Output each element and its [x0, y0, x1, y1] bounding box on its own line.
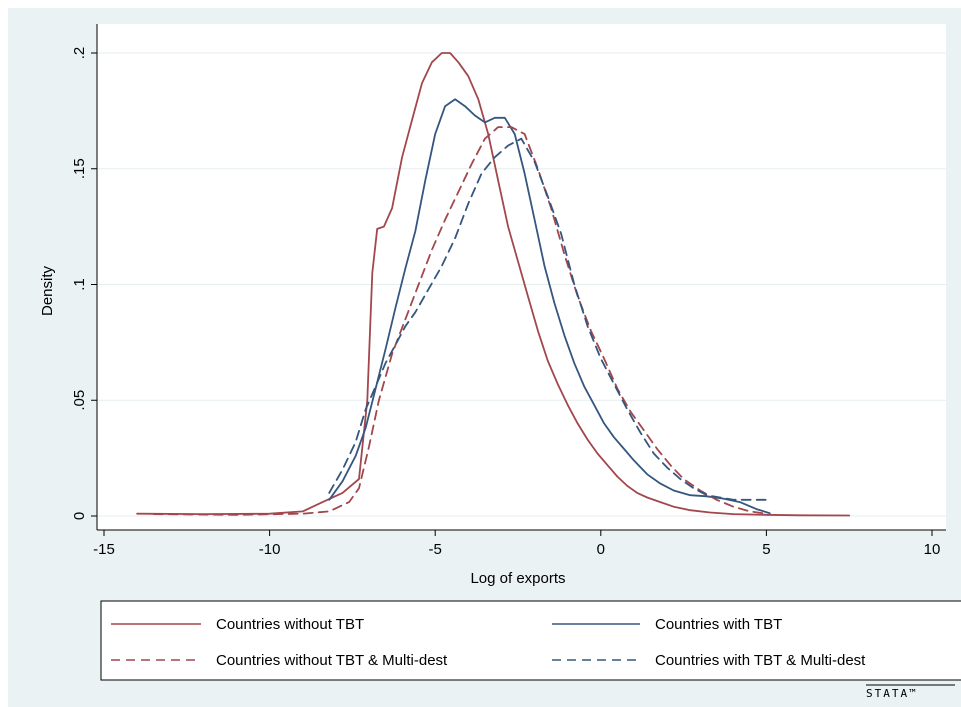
legend-label-2: Countries without TBT & Multi-dest: [216, 652, 448, 669]
y-tick-label-4: .2: [71, 47, 88, 60]
y-tick-label-0: 0: [71, 512, 88, 520]
stata-watermark: STATA™: [866, 687, 918, 700]
legend: Countries without TBT Countries with TBT C…: [100, 600, 961, 681]
x-tick-label-5: 10: [924, 541, 941, 558]
legend-label-3: Countries with TBT & Multi-dest: [655, 652, 866, 669]
x-tick-label-0: -15: [93, 541, 115, 558]
legend-box: [100, 600, 961, 681]
x-tick-label-2: -5: [429, 541, 442, 558]
axes: 0 .05 .1 .15 .2 -15 -10 -5 0 5 10: [71, 24, 946, 558]
y-axis-title: Density: [39, 265, 56, 316]
series-line-3: [328, 137, 771, 501]
plot-area: [97, 24, 946, 530]
y-tick-label-2: .1: [71, 278, 88, 291]
series-line-0: [136, 52, 851, 517]
x-axis-title: Log of exports: [470, 570, 565, 587]
y-tick-label-1: .05: [71, 390, 88, 411]
series-group: [136, 52, 851, 517]
series-line-1: [328, 98, 771, 515]
legend-label-1: Countries with TBT: [655, 616, 782, 633]
x-tick-label-3: 0: [597, 541, 605, 558]
x-tick-label-4: 5: [762, 541, 770, 558]
y-tick-label-3: .15: [71, 158, 88, 179]
legend-label-0: Countries without TBT: [216, 616, 364, 633]
x-tick-label-1: -10: [259, 541, 281, 558]
